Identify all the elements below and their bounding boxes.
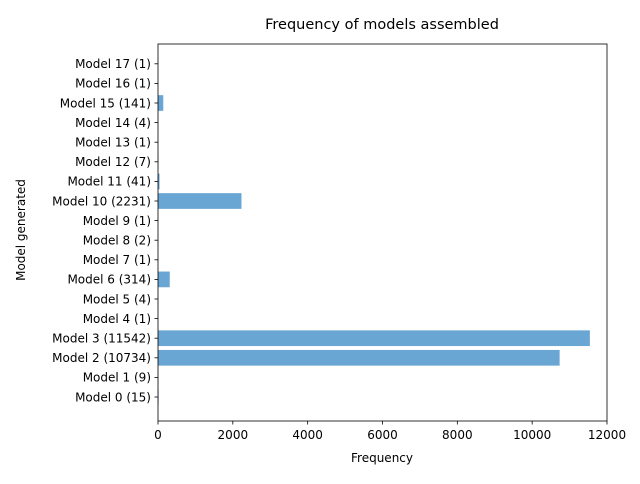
x-axis-label: Frequency [351,451,413,465]
y-tick-label: Model 17 (1) [75,57,151,71]
y-tick-label: Model 4 (1) [83,312,151,326]
x-tick-label: 0 [154,428,162,442]
bar [158,330,590,346]
y-tick-label: Model 6 (314) [67,273,151,287]
x-tick-label: 4000 [292,428,323,442]
y-tick-label: Model 7 (1) [83,253,151,267]
y-tick-label: Model 0 (15) [75,390,151,404]
chart-title: Frequency of models assembled [265,17,499,33]
y-tick-label: Model 12 (7) [75,155,151,169]
bar [158,350,560,366]
y-tick-label: Model 3 (11542) [52,332,151,346]
y-tick-label: Model 1 (9) [83,371,151,385]
y-tick-label: Model 16 (1) [75,77,151,91]
bar [158,95,163,111]
y-ticks-layer: Model 0 (15) Model 1 (9) Model 2 (10734) Mo… [52,57,158,404]
y-tick-label: Model 13 (1) [75,136,151,150]
bars-layer [158,56,590,405]
y-tick-label: Model 14 (4) [75,116,151,130]
bar [158,272,170,288]
y-tick-label: Model 8 (2) [83,234,151,248]
y-axis-label: Model generated [14,179,28,281]
bar [158,193,241,209]
x-tick-label: 12000 [588,428,626,442]
y-tick-label: Model 15 (141) [60,96,151,110]
x-tick-label: 2000 [218,428,249,442]
y-tick-label: Model 9 (1) [83,214,151,228]
x-ticks-layer: 0 2000 4000 6000 8000 10000 12000 [154,421,626,442]
y-tick-label: Model 5 (4) [83,292,151,306]
x-tick-label: 10000 [513,428,551,442]
y-tick-label: Model 2 (10734) [52,351,151,365]
x-tick-label: 8000 [442,428,473,442]
y-tick-label: Model 10 (2231) [52,194,151,208]
y-tick-label: Model 11 (41) [67,175,151,189]
x-tick-label: 6000 [367,428,398,442]
